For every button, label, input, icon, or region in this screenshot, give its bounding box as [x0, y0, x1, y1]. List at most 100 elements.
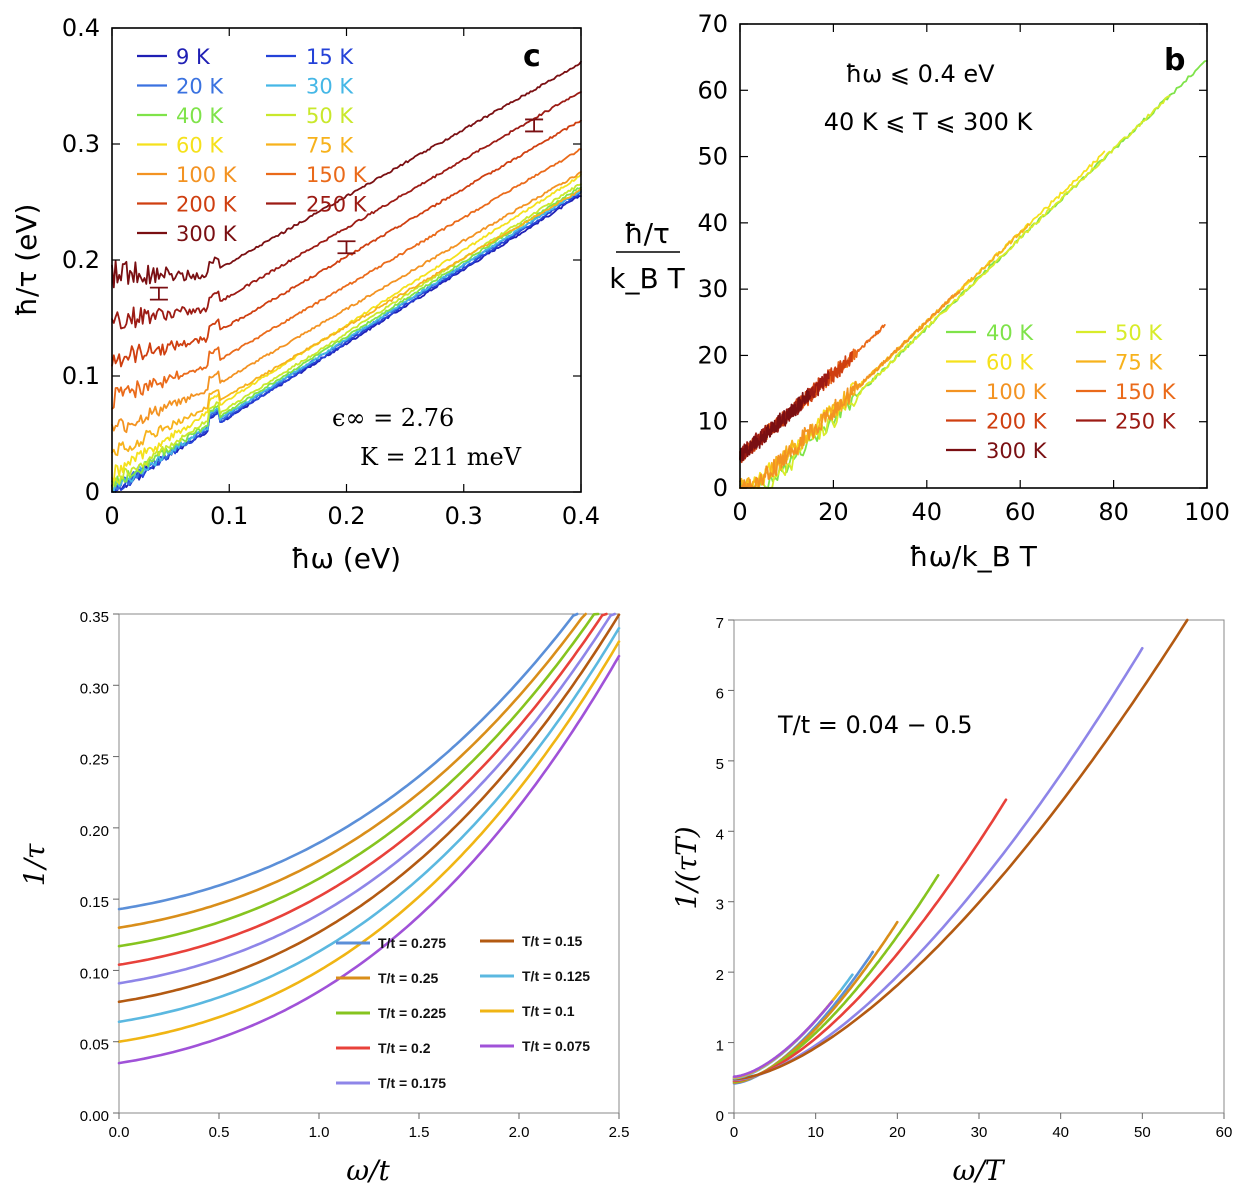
panel-c-legend-label: 100 K	[176, 163, 238, 187]
panel-bl-legend-label: T/t = 0.1	[522, 1003, 575, 1019]
panel-c-series-line	[111, 190, 582, 493]
panel-bl-series-line	[117, 612, 588, 930]
panel-br-series-line	[732, 873, 940, 1083]
panel-bl-legend-label: T/t = 0.175	[378, 1075, 446, 1091]
panel-bl-xtick-label: 1.0	[309, 1124, 330, 1141]
panel-b-legend-label: 100 K	[986, 380, 1048, 404]
panel-br-xtick-label: 40	[1052, 1124, 1069, 1141]
panel-b-legend-label: 250 K	[1115, 410, 1177, 434]
panel-bl-xlabel: ω/t	[346, 1154, 390, 1187]
panel-b-xtick-label: 100	[1184, 498, 1230, 526]
panel-b-series-line	[739, 291, 961, 489]
panel-b-frame	[739, 23, 1208, 489]
panel-b-annotation-temp: 40 K ⩽ T ⩽ 300 K	[824, 108, 1034, 136]
panel-c-ytick-label: 0	[85, 478, 100, 506]
panel-c-legend: 9 K 20 K 40 K 60 K 100 K 200 K 300 K 15 K 30 K 50…	[137, 45, 368, 246]
panel-br-ytick-label: 4	[716, 826, 724, 843]
panel-bl-series-line	[117, 626, 621, 1024]
panel-c-series-line	[111, 171, 582, 434]
panel-bl-series-line	[117, 640, 621, 1043]
panel-b-ytick-label: 70	[697, 10, 728, 38]
panel-c-legend-label: 75 K	[306, 134, 354, 158]
panel-bl-ytick-label: 0.35	[80, 609, 109, 626]
panel-bl-series-line	[117, 612, 600, 948]
panel-b-ytick-label: 40	[697, 209, 728, 237]
panel-c-letter: c	[523, 39, 541, 74]
panel-c-series-line	[111, 188, 582, 457]
panel-br-ytick-label: 3	[716, 897, 724, 914]
panel-bl-xtick-label: 0.5	[209, 1124, 230, 1141]
panel-b-ytick-label: 0	[713, 474, 728, 502]
panel-bl-legend-label: T/t = 0.125	[522, 968, 590, 984]
panel-bl-series-line	[117, 654, 621, 1065]
panel-bl-ylabel: 1/τ	[18, 843, 51, 886]
panel-br-xtick-label: 60	[1216, 1124, 1233, 1141]
panel-c-xtick-label: 0.1	[210, 502, 248, 530]
panel-c-annotation-eps: ϵ∞ = 2.76	[332, 404, 454, 432]
panel-b-legend-label: 40 K	[986, 321, 1034, 345]
panel-bl-ytick-label: 0.05	[80, 1037, 109, 1054]
panel-bl-legend-label: T/t = 0.275	[378, 935, 446, 951]
panel-c-legend-label: 250 K	[306, 193, 368, 217]
panel-b-ylabel-numerator: ħ/τ	[624, 217, 670, 250]
panel-c-series-line	[111, 148, 582, 410]
panel-br-ytick-label: 2	[716, 967, 724, 984]
panel-c-series-line	[111, 91, 582, 330]
panel-br-ticks: 0 10 20 30 40 50 60 0 1 2 3 4 5 6 7	[716, 615, 1233, 1141]
panel-bl-legend-label: T/t = 0.075	[522, 1038, 590, 1054]
panel-c-xtick-label: 0.3	[445, 502, 483, 530]
panel-b-series-line	[739, 389, 811, 462]
panel-bl-series	[117, 612, 621, 1065]
panel-b-chart: 0 20 40 60 80 100 0 10 20 30 40 50 60 70 40 K 60 K 100 …	[609, 10, 1230, 573]
panel-c-legend-label: 300 K	[176, 222, 238, 246]
panel-b-ylabel-denominator: k_B T	[609, 262, 685, 295]
panel-b-xtick-label: 60	[1005, 498, 1036, 526]
panel-c-series-line	[111, 173, 582, 482]
panel-b-ticks: 0 20 40 60 80 100 0 10 20 30 40 50 60 70	[697, 10, 1229, 526]
panel-b-legend-label: 150 K	[1115, 380, 1177, 404]
panel-c-chart: 0 0.1 0.2 0.3 0.4 0 0.1 0.2 0.3 0.4 9 K 20 K 40 K 60…	[10, 14, 600, 575]
panel-br-series-line	[732, 973, 854, 1080]
panel-bl-legend: T/t = 0.275 T/t = 0.25 T/t = 0.225 T/t = 0.…	[336, 933, 590, 1091]
panel-b-xtick-label: 20	[818, 498, 849, 526]
panel-c-series-line	[111, 183, 582, 491]
panel-br-series	[732, 618, 1189, 1085]
panel-c-xtick-label: 0	[104, 502, 119, 530]
panel-c-legend-label: 60 K	[176, 134, 224, 158]
panel-c-xlabel: ħω (eV)	[291, 542, 401, 575]
panel-br-xlabel: ω/T	[953, 1154, 1006, 1187]
panel-bl-ytick-label: 0.15	[80, 894, 109, 911]
panel-bl-xtick-label: 0.0	[109, 1124, 130, 1141]
panel-br-annotation: T/t = 0.04 − 0.5	[777, 711, 973, 739]
panel-b-xtick-label: 80	[1098, 498, 1129, 526]
panel-bl-legend-label: T/t = 0.25	[378, 970, 439, 986]
panel-b-legend-label: 60 K	[986, 351, 1034, 375]
panel-bl-series-line	[117, 613, 621, 1004]
panel-bl-xtick-label: 1.5	[409, 1124, 430, 1141]
panel-bl-ytick-label: 0.20	[80, 823, 109, 840]
panel-bl-ticks: 0.0 0.5 1.0 1.5 2.0 2.5 0.00 0.05 0.10 0.15 0.20 0.…	[80, 609, 630, 1141]
panel-c-series-line	[111, 60, 582, 289]
panel-br-series-line	[732, 920, 899, 1084]
panel-bottom-left-chart: 0.0 0.5 1.0 1.5 2.0 2.5 0.00 0.05 0.10 0.15 0.20 0.…	[18, 609, 629, 1187]
panel-c-series-line	[111, 189, 582, 493]
panel-c-xtick-label: 0.4	[562, 502, 600, 530]
panel-br-series-line	[732, 646, 1144, 1082]
panel-bl-ytick-label: 0.10	[80, 965, 109, 982]
panel-b-series	[739, 60, 1208, 489]
panel-c-ytick-label: 0.2	[62, 246, 100, 274]
panel-br-ylabel: 1/(τT)	[670, 826, 703, 909]
panel-b-ytick-label: 20	[697, 341, 728, 369]
panel-c-ytick-label: 0.4	[62, 14, 100, 42]
panel-b-legend-label: 75 K	[1115, 351, 1163, 375]
panel-c-error-bars	[149, 118, 544, 301]
panel-br-series-line	[732, 1000, 834, 1078]
panel-c-legend-label: 200 K	[176, 193, 238, 217]
panel-bl-ytick-label: 0.30	[80, 680, 109, 697]
panel-bl-series-line	[117, 612, 608, 967]
panel-br-series-line	[732, 618, 1189, 1081]
panel-b-xtick-label: 0	[732, 498, 747, 526]
panel-b-xtick-label: 40	[912, 498, 943, 526]
panel-c-series	[111, 60, 582, 493]
